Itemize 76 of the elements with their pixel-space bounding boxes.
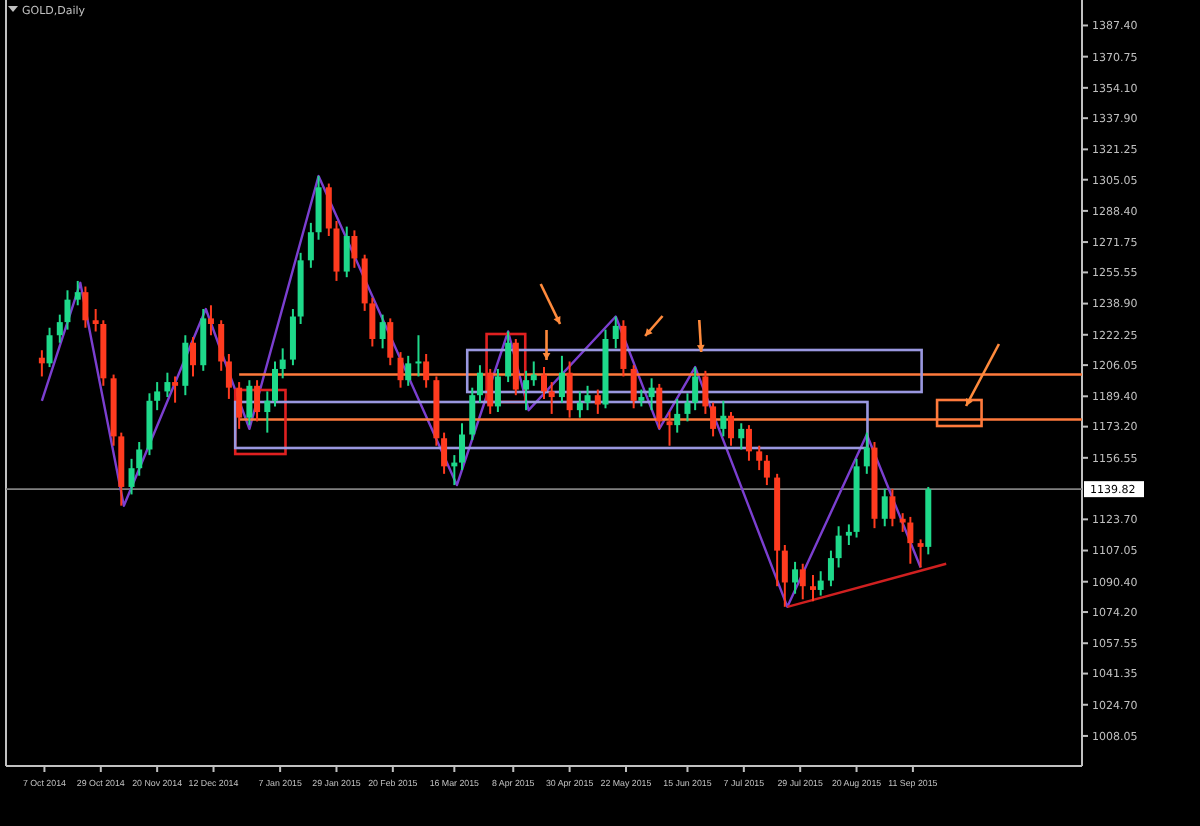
candlestick bbox=[917, 538, 924, 569]
candlestick bbox=[476, 364, 483, 404]
candlestick bbox=[494, 367, 501, 414]
candlestick bbox=[200, 308, 207, 372]
candlestick bbox=[584, 384, 591, 412]
candlestick bbox=[207, 304, 214, 337]
candlestick bbox=[397, 351, 404, 389]
candlestick bbox=[182, 334, 189, 397]
candlestick bbox=[505, 330, 512, 384]
candlestick bbox=[889, 487, 896, 528]
candlestick bbox=[82, 285, 89, 329]
candlestick bbox=[810, 573, 816, 603]
candlestick bbox=[343, 225, 350, 279]
candlestick bbox=[415, 334, 422, 378]
candlestick bbox=[548, 381, 555, 415]
candlestick bbox=[738, 422, 745, 451]
candlestick bbox=[728, 411, 735, 447]
candlestick bbox=[315, 175, 322, 241]
candlestick bbox=[523, 369, 530, 412]
candlestick bbox=[190, 336, 197, 378]
candlestick bbox=[218, 319, 225, 372]
candlestick bbox=[792, 560, 799, 595]
candlestick bbox=[881, 487, 888, 528]
candlestick bbox=[720, 399, 727, 438]
candlestick bbox=[541, 366, 547, 400]
candlestick bbox=[558, 354, 565, 404]
candlestick bbox=[612, 315, 619, 350]
candlestick bbox=[817, 570, 824, 597]
candlestick bbox=[441, 431, 448, 475]
candlestick bbox=[225, 352, 232, 400]
candlestick bbox=[351, 229, 358, 269]
candlestick bbox=[307, 221, 314, 269]
candlestick bbox=[594, 388, 601, 415]
candlestick bbox=[487, 367, 494, 415]
candlestick bbox=[799, 562, 806, 601]
candlestick bbox=[279, 347, 286, 380]
candlestick bbox=[512, 337, 519, 397]
candlestick bbox=[459, 422, 466, 472]
candlestick bbox=[702, 369, 709, 415]
candlestick bbox=[576, 390, 583, 419]
candlestick bbox=[172, 375, 179, 404]
candlestick bbox=[863, 431, 870, 475]
candlestick bbox=[756, 444, 763, 472]
candlestick bbox=[745, 424, 752, 462]
candlestick bbox=[684, 392, 691, 423]
candlestick bbox=[246, 379, 253, 427]
candlestick bbox=[154, 381, 161, 412]
candlestick bbox=[763, 454, 770, 487]
candlestick bbox=[630, 364, 637, 410]
candlestick bbox=[289, 308, 296, 367]
candlestick bbox=[620, 319, 627, 378]
candlestick bbox=[692, 366, 699, 412]
candlestick bbox=[469, 386, 476, 442]
candlestick bbox=[423, 352, 430, 389]
candlestick bbox=[907, 515, 914, 565]
candlestick bbox=[566, 360, 573, 419]
candlestick bbox=[254, 379, 261, 423]
candlestick bbox=[405, 354, 412, 387]
candlestick bbox=[666, 411, 673, 447]
candlestick bbox=[379, 313, 386, 350]
candlestick bbox=[656, 382, 663, 430]
candlestick bbox=[674, 397, 681, 434]
candlestick bbox=[387, 317, 394, 367]
candlestick bbox=[781, 544, 788, 608]
candlestick bbox=[236, 381, 243, 430]
line-series bbox=[40, 174, 922, 609]
candlestick bbox=[835, 525, 842, 569]
candlestick bbox=[648, 377, 655, 412]
candlestick bbox=[827, 549, 834, 588]
candlestick bbox=[46, 326, 53, 369]
candlestick bbox=[164, 371, 171, 399]
candlestick bbox=[845, 523, 852, 546]
candlestick bbox=[264, 390, 271, 434]
candlestick bbox=[272, 360, 278, 408]
candlestick bbox=[710, 401, 717, 438]
candlestick bbox=[74, 279, 81, 307]
